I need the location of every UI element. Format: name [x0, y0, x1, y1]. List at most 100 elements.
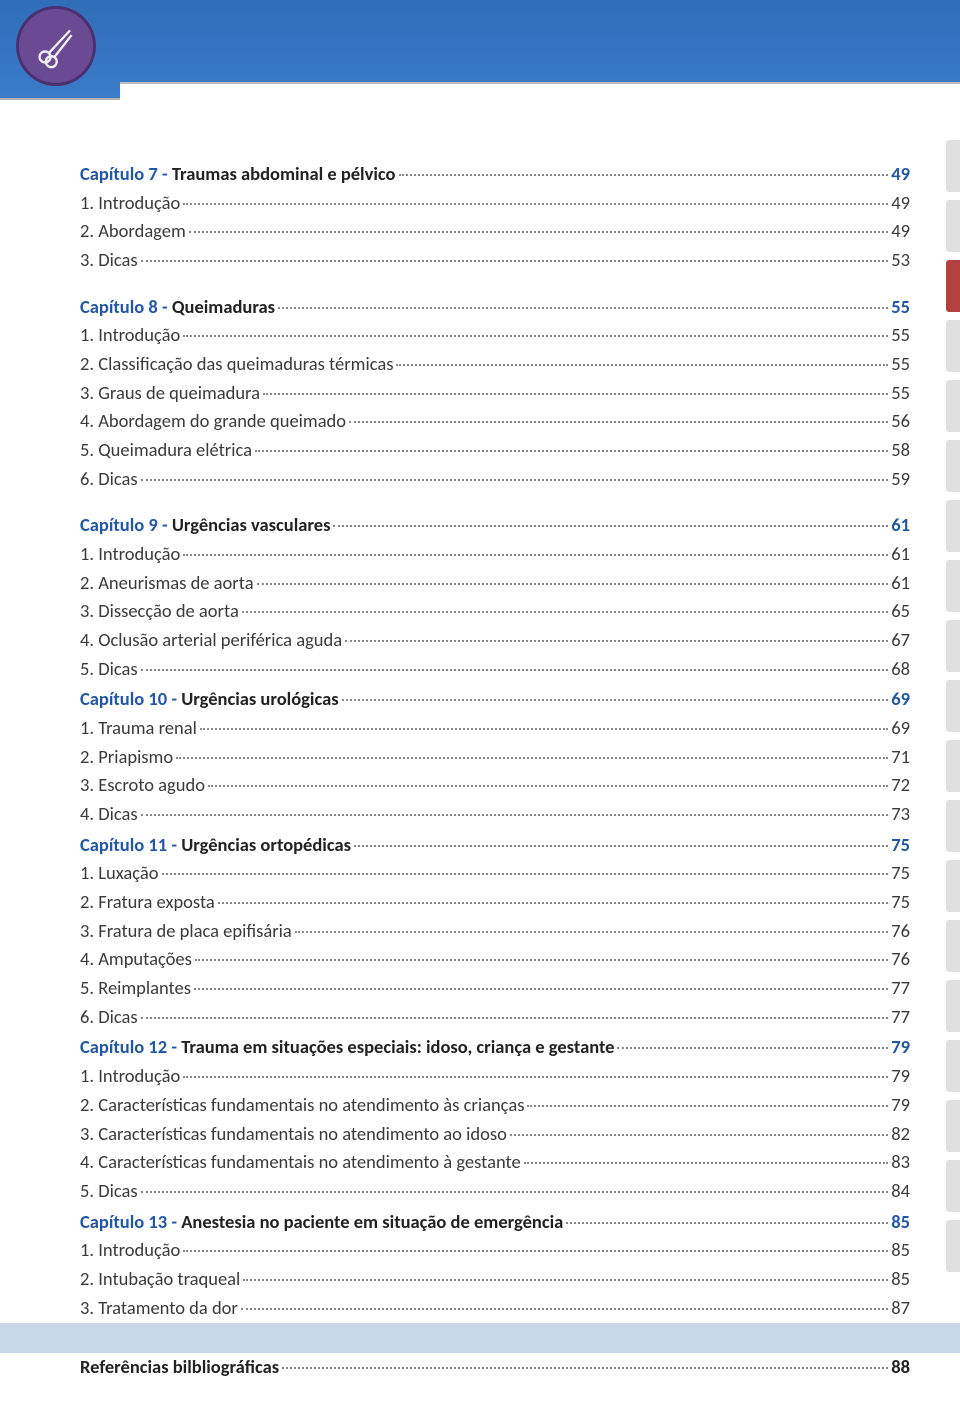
- toc-item-label: 2. Intubação traqueal: [80, 1265, 240, 1294]
- toc-item-label: 2. Abordagem: [80, 217, 186, 246]
- toc-item-page: 53: [891, 246, 910, 275]
- toc-item-page: 75: [891, 859, 910, 888]
- toc-item: 3. Graus de queimadura55: [80, 379, 910, 408]
- leader-dots: [195, 959, 888, 961]
- toc-item-label: 4. Abordagem do grande queimado: [80, 407, 346, 436]
- leader-dots: [295, 931, 888, 933]
- toc-item-label: 2. Aneurismas de aorta: [80, 569, 254, 598]
- chapter-title: Capítulo 11 - Urgências ortopédicas: [80, 831, 351, 860]
- leader-dots: [241, 1308, 888, 1310]
- chapter-page: 55: [891, 293, 910, 322]
- toc-item-label: 5. Dicas: [80, 1177, 138, 1206]
- toc-item-label: 3. Tratamento da dor: [80, 1294, 238, 1323]
- leader-dots: [218, 902, 888, 904]
- toc-item-page: 75: [891, 888, 910, 917]
- toc-item-page: 55: [891, 350, 910, 379]
- header-underline: [120, 82, 960, 100]
- leader-dots: [141, 479, 889, 481]
- toc-item: 4. Dicas 73: [80, 800, 910, 829]
- toc-item: 2. Características fundamentais no atend…: [80, 1091, 910, 1120]
- footer-bar: [0, 1323, 960, 1353]
- toc-item-page: 85: [891, 1265, 910, 1294]
- toc-item-label: 3. Graus de queimadura: [80, 379, 260, 408]
- toc-item-page: 73: [891, 800, 910, 829]
- leader-dots: [617, 1047, 888, 1049]
- leader-dots: [183, 335, 888, 337]
- chapter-name: Urgências vasculares: [172, 513, 331, 536]
- leader-dots: [141, 1191, 889, 1193]
- toc-item-label: 1. Introdução: [80, 1062, 180, 1091]
- toc-item-label: 3. Dissecção de aorta: [80, 597, 239, 626]
- toc-item-label: 4. Amputações: [80, 945, 192, 974]
- toc-item-label: 1. Introdução: [80, 1236, 180, 1265]
- toc-item-page: 72: [891, 771, 910, 800]
- toc-chapter-heading: Capítulo 11 - Urgências ortopédicas75: [80, 831, 910, 860]
- toc-item-label: 1. Introdução: [80, 540, 180, 569]
- toc-item: 2. Classificação das queimaduras térmica…: [80, 350, 910, 379]
- chapter-name: Anestesia no paciente em situação de eme…: [181, 1210, 563, 1233]
- chapter-prefix: Capítulo 8 -: [80, 295, 172, 318]
- toc-item-label: 2. Priapismo: [80, 743, 173, 772]
- references-page: 88: [891, 1353, 910, 1382]
- chapter-title: Capítulo 8 - Queimaduras: [80, 293, 275, 322]
- toc-item: 2. Fratura exposta 75: [80, 888, 910, 917]
- leader-dots: [183, 554, 888, 556]
- chapter-title: Capítulo 9 - Urgências vasculares: [80, 511, 330, 540]
- toc-item-label: 1. Introdução: [80, 189, 180, 218]
- leader-dots: [141, 669, 889, 671]
- toc-item: 1. Introdução 49: [80, 189, 910, 218]
- toc-chapter-block: Capítulo 10 - Urgências urológicas 69 1. T…: [80, 685, 910, 828]
- leader-dots: [333, 525, 888, 527]
- leader-dots: [255, 450, 888, 452]
- toc-item-label: 1. Trauma renal: [80, 714, 197, 743]
- toc-item-label: 3. Fratura de placa epifisária: [80, 917, 292, 946]
- toc-item-page: 79: [891, 1062, 910, 1091]
- toc-item: 2. Intubação traqueal 85: [80, 1265, 910, 1294]
- chapter-prefix: Capítulo 10 -: [80, 687, 181, 710]
- leader-dots: [257, 583, 889, 585]
- toc-item: 1. Introdução 79: [80, 1062, 910, 1091]
- toc-item: 4. Características fundamentais no atend…: [80, 1148, 910, 1177]
- toc-item-page: 83: [891, 1148, 910, 1177]
- leader-dots: [354, 845, 888, 847]
- toc-item: 6. Dicas59: [80, 465, 910, 494]
- toc-item-label: 2. Fratura exposta: [80, 888, 215, 917]
- leader-dots: [162, 873, 889, 875]
- chapter-title: Capítulo 10 - Urgências urológicas: [80, 685, 339, 714]
- toc-item-page: 59: [891, 465, 910, 494]
- toc-item-label: 4. Oclusão arterial periférica aguda: [80, 626, 342, 655]
- toc-item-page: 49: [891, 189, 910, 218]
- toc-item-label: 3. Dicas: [80, 246, 138, 275]
- leader-dots: [510, 1134, 888, 1136]
- leader-dots: [278, 307, 888, 309]
- chapter-name: Trauma em situações especiais: idoso, cr…: [181, 1035, 614, 1058]
- toc-item-label: 2. Características fundamentais no atend…: [80, 1091, 524, 1120]
- toc-chapter-heading: Capítulo 10 - Urgências urológicas 69: [80, 685, 910, 714]
- chapter-name: Traumas abdominal e pélvico: [172, 162, 396, 185]
- scissors-icon: [16, 6, 96, 86]
- chapter-page: 79: [891, 1033, 910, 1062]
- toc-item-page: 76: [891, 945, 910, 974]
- toc-item: 3. Características fundamentais no atend…: [80, 1120, 910, 1149]
- chapter-page: 69: [891, 685, 910, 714]
- toc-item: 5. Queimadura elétrica58: [80, 436, 910, 465]
- leader-dots: [524, 1162, 889, 1164]
- chapter-title: Capítulo 13 - Anestesia no paciente em s…: [80, 1208, 563, 1237]
- toc-item: 3. Dicas 53: [80, 246, 910, 275]
- leader-dots: [194, 988, 888, 990]
- toc-item: 6. Dicas77: [80, 1003, 910, 1032]
- toc-item-label: 4. Dicas: [80, 800, 138, 829]
- leader-dots: [396, 364, 888, 366]
- toc-item-label: 6. Dicas: [80, 1003, 138, 1032]
- chapter-prefix: Capítulo 7 -: [80, 162, 172, 185]
- page-header: [0, 0, 960, 100]
- leader-dots: [183, 203, 888, 205]
- toc-item: 2. Abordagem49: [80, 217, 910, 246]
- toc-chapter-block: Capítulo 8 - Queimaduras551. Introdução5…: [80, 293, 910, 494]
- toc-item-page: 69: [891, 714, 910, 743]
- toc-item-label: 1. Luxação: [80, 859, 159, 888]
- toc-item: 5. Dicas68: [80, 655, 910, 684]
- toc-item: 4. Oclusão arterial periférica aguda67: [80, 626, 910, 655]
- toc-chapter-heading: Capítulo 12 - Trauma em situações especi…: [80, 1033, 910, 1062]
- leader-dots: [183, 1076, 888, 1078]
